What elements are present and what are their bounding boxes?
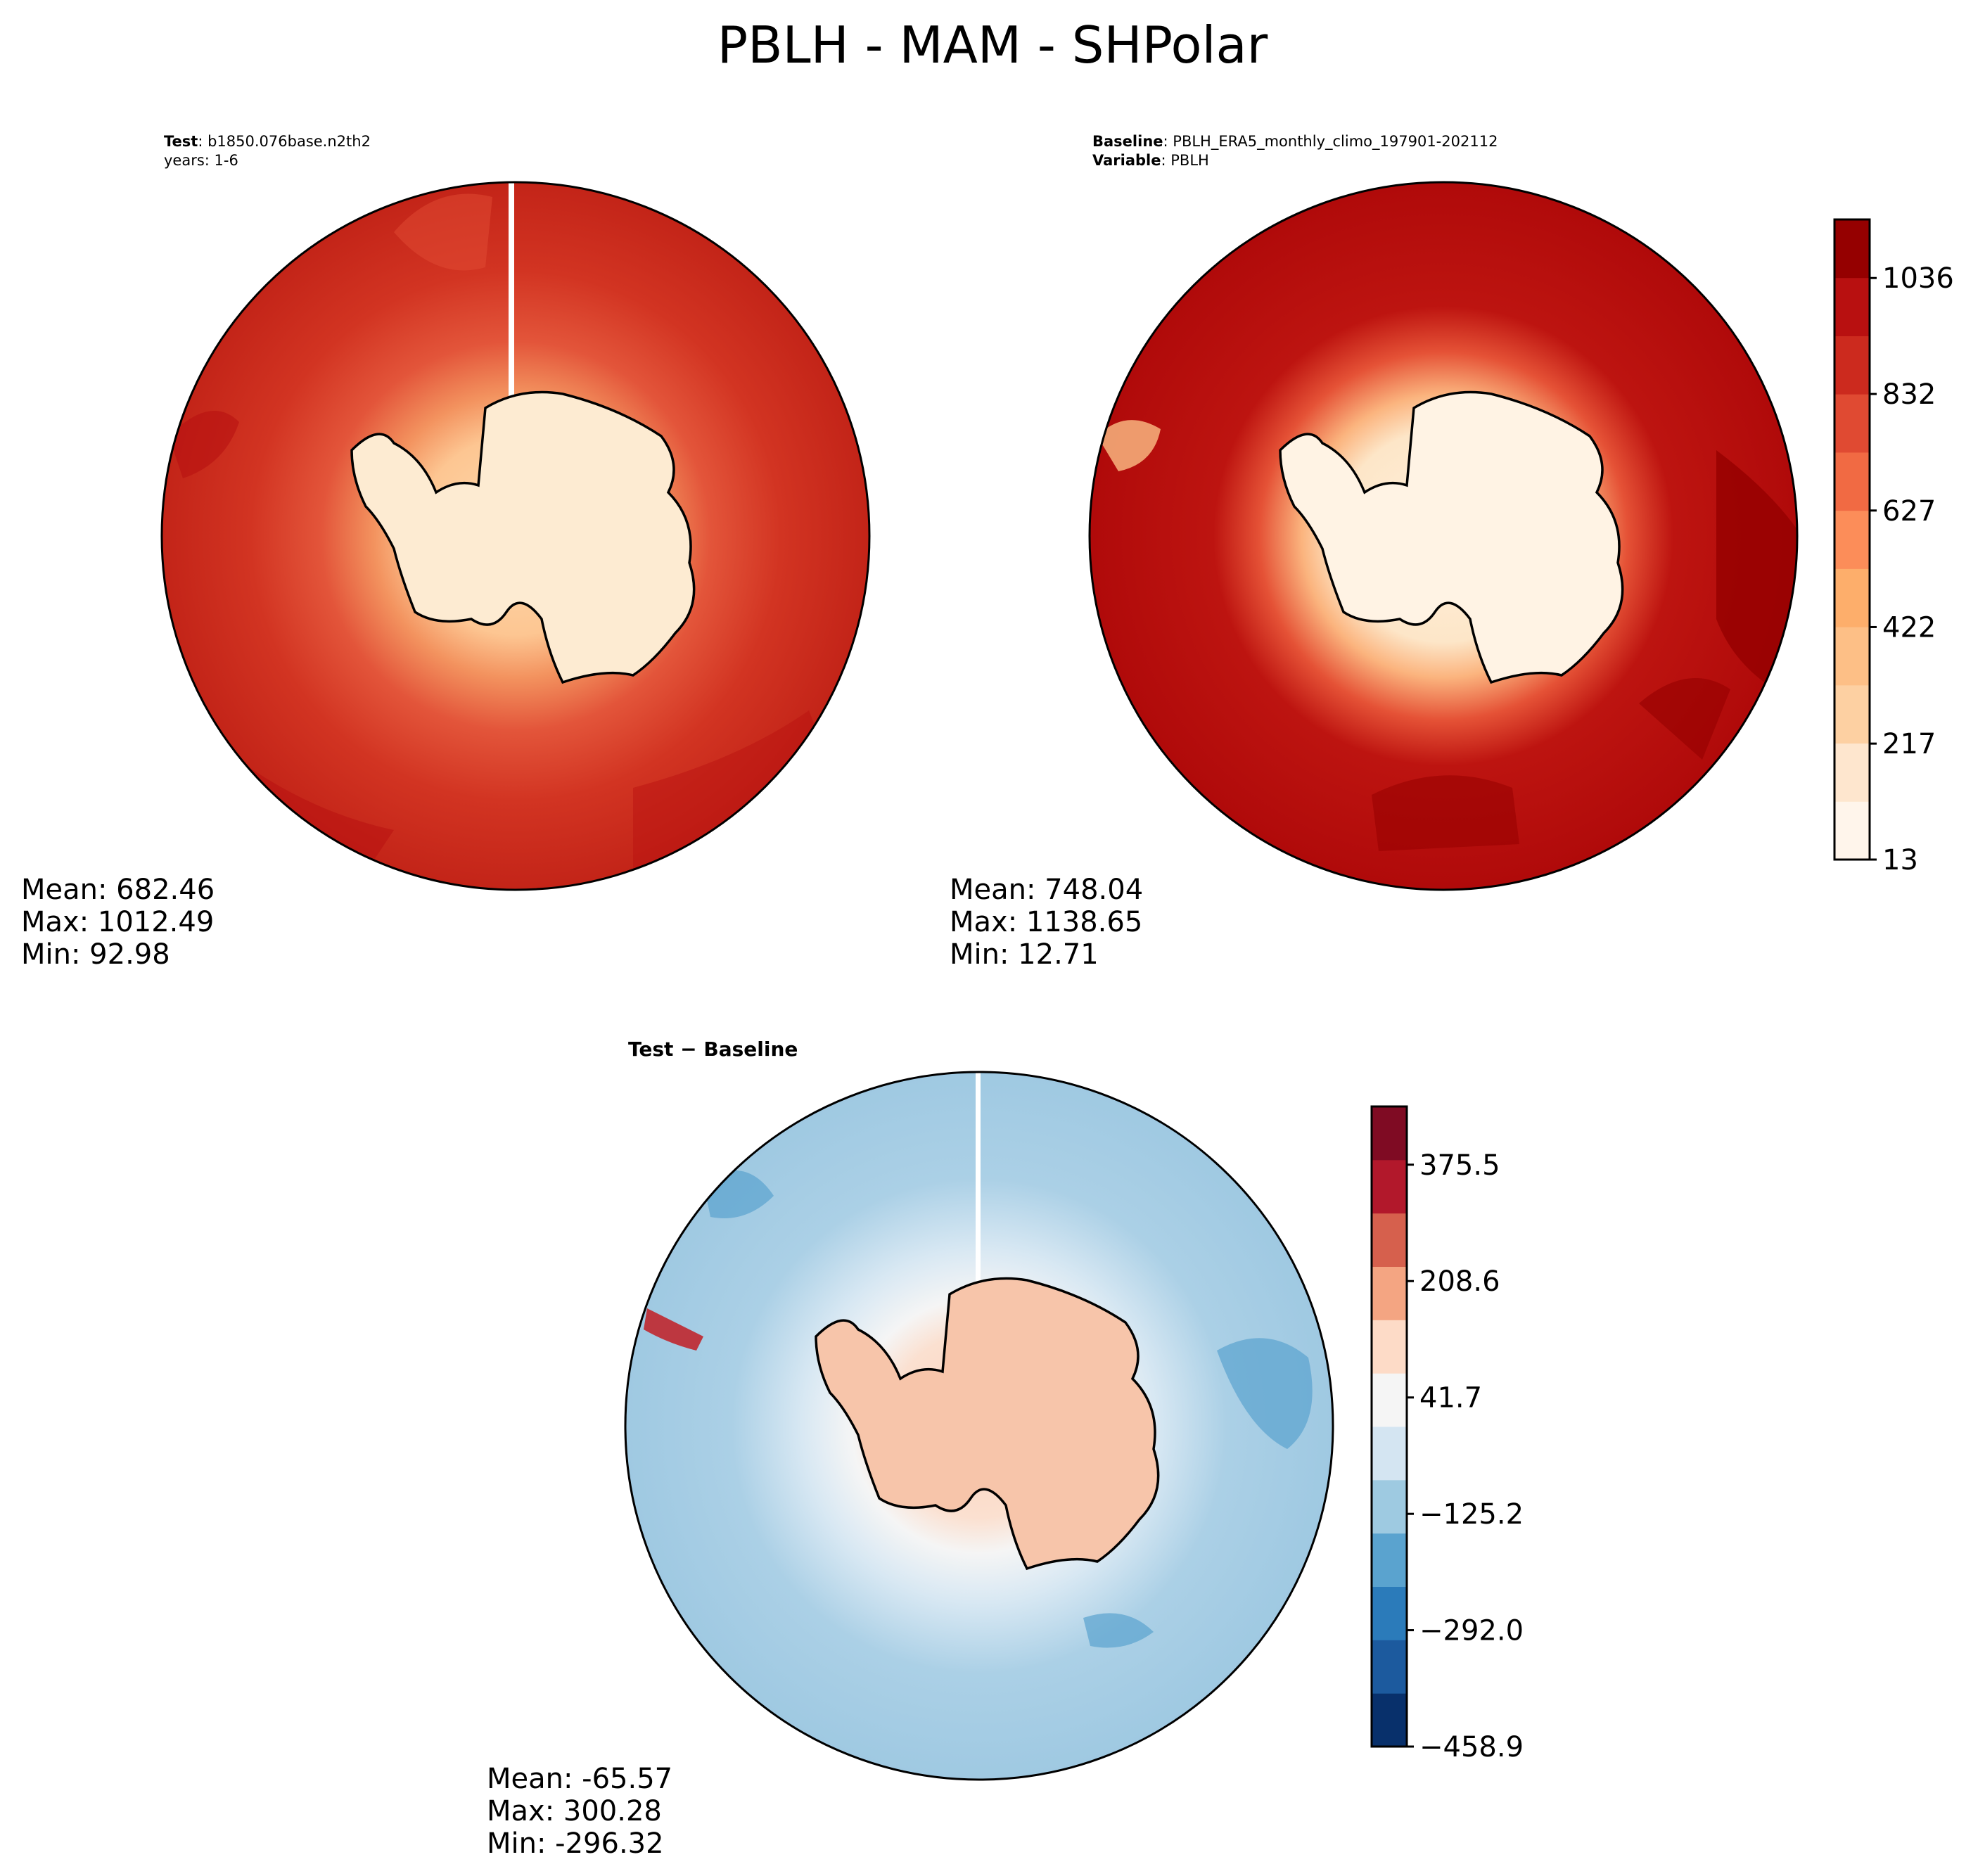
baseline-colorbar-segment: [1834, 510, 1870, 569]
diff-seam-line: [976, 1072, 981, 1361]
baseline-colorbar-frame: [1833, 218, 1871, 861]
diff-colorbar-segment: [1372, 1373, 1407, 1427]
diff-panel-header: Test − Baseline: [628, 1038, 798, 1061]
baseline-colorbar-segment: [1834, 277, 1870, 336]
baseline-variable-value: PBLH: [1170, 152, 1209, 169]
baseline-colorbar-segment: [1834, 394, 1870, 453]
baseline-colorbar-tick-label: 627: [1882, 495, 1936, 528]
test-panel-header: Test: b1850.076base.n2th2 years: 1-6: [164, 133, 371, 169]
baseline-colorbar-segment: [1834, 452, 1870, 511]
diff-colorbar-segment: [1372, 1320, 1407, 1374]
baseline-colorbar-tick-label: 217: [1882, 728, 1936, 760]
diff-colorbar: −458.9 −292.0 −125.2 41.7 208.6 375.5: [1370, 1105, 1524, 1763]
baseline-mean: Mean: 748.04: [950, 874, 1144, 906]
diff-colorbar-frame: [1370, 1105, 1408, 1748]
diff-colorbar-segment: [1372, 1586, 1407, 1640]
diff-stats: Mean: -65.57 Max: 300.28 Min: -296.32: [487, 1763, 672, 1860]
test-map: [160, 181, 871, 891]
diff-colorbar-segment: [1372, 1159, 1407, 1214]
baseline-colorbar-tick-label: 13: [1882, 844, 1918, 876]
diff-colorbar-segment: [1372, 1427, 1407, 1481]
test-min: Min: 92.98: [21, 938, 170, 971]
baseline-colorbar-tick-label: 832: [1882, 378, 1936, 411]
diff-colorbar-segment: [1372, 1533, 1407, 1587]
baseline-colorbar-segment: [1834, 568, 1870, 627]
diff-colorbar-tick-label: 41.7: [1419, 1382, 1482, 1415]
test-seam-line: [509, 182, 514, 457]
baseline-colorbar-tick-label: 422: [1882, 611, 1936, 644]
diff-antarctica-outline: [815, 1277, 1160, 1571]
test-label-value: b1850.076base.n2th2: [208, 133, 371, 150]
baseline-map-frame: [1088, 181, 1799, 891]
diff-colorbar-segment: [1372, 1693, 1407, 1747]
test-antarctica-outline: [350, 390, 696, 684]
diff-colorbar-segment: [1372, 1106, 1407, 1161]
baseline-label-bold: Baseline: [1092, 133, 1163, 150]
diff-colorbar-tick-label: −292.0: [1419, 1615, 1524, 1647]
baseline-colorbar-segment: [1834, 336, 1870, 395]
baseline-label-value: PBLH_ERA5_monthly_climo_197901-202112: [1173, 133, 1498, 150]
diff-colorbar-tick-label: −125.2: [1419, 1498, 1524, 1531]
baseline-colorbar-segment: [1834, 627, 1870, 686]
baseline-map: [1088, 181, 1799, 891]
diff-min: Min: -296.32: [487, 1827, 664, 1860]
test-years: years: 1-6: [164, 152, 238, 169]
diff-colorbar-tick-label: 375.5: [1419, 1149, 1500, 1182]
test-map-frame: [160, 181, 871, 891]
baseline-colorbar-segment: [1834, 801, 1870, 860]
diff-max: Max: 300.28: [487, 1795, 662, 1827]
diff-colorbar-segment: [1372, 1266, 1407, 1320]
baseline-min: Min: 12.71: [950, 938, 1099, 971]
baseline-stats: Mean: 748.04 Max: 1138.65 Min: 12.71: [950, 874, 1143, 971]
diff-map: [624, 1071, 1334, 1781]
baseline-colorbar-segment: [1834, 743, 1870, 802]
diff-colorbar-tick-label: 208.6: [1419, 1265, 1500, 1298]
baseline-max: Max: 1138.65: [950, 906, 1143, 938]
baseline-colorbar: 13 217 422 627 832 1036: [1833, 218, 1954, 876]
baseline-colorbar-tick-label: 1036: [1882, 262, 1954, 295]
baseline-colorbar-segment: [1834, 684, 1870, 744]
baseline-colorbar-segment: [1834, 219, 1870, 279]
diff-colorbar-tick-label: −458.9: [1419, 1731, 1524, 1763]
diff-colorbar-segment: [1372, 1479, 1407, 1534]
diff-map-frame: [624, 1071, 1334, 1781]
test-stats: Mean: 682.46 Max: 1012.49 Min: 92.98: [21, 874, 215, 971]
diff-colorbar-segment: [1372, 1213, 1407, 1267]
diff-mean: Mean: -65.57: [487, 1763, 673, 1795]
figure-title: PBLH - MAM - SHPolar: [717, 15, 1268, 75]
baseline-panel-header: Baseline: PBLH_ERA5_monthly_climo_197901…: [1092, 133, 1498, 169]
test-mean: Mean: 682.46: [21, 874, 215, 906]
baseline-antarctica-outline: [1279, 390, 1624, 684]
test-label-bold: Test: [164, 133, 198, 150]
diff-colorbar-segment: [1372, 1640, 1407, 1694]
baseline-variable-bold: Variable: [1092, 152, 1161, 169]
test-max: Max: 1012.49: [21, 906, 215, 938]
